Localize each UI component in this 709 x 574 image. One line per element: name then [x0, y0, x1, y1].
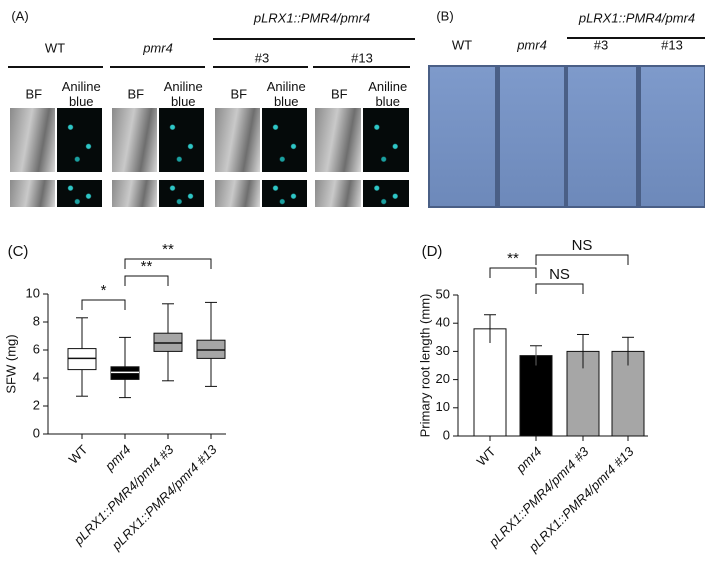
bf-image — [315, 180, 361, 207]
y-tick-label: 20 — [436, 371, 450, 386]
bar — [519, 355, 553, 437]
y-tick-label: 30 — [436, 343, 450, 358]
genotype-label: WT — [44, 40, 66, 56]
construct-label: pLRX1::PMR4/pmr4 — [253, 10, 371, 26]
x-tick-label: pmr4 — [512, 444, 544, 476]
channel-label: Aniline blue — [266, 79, 306, 109]
panel-label: (A) — [11, 8, 29, 24]
x-tick-label: WT — [66, 442, 91, 467]
genotype-label: WT — [451, 37, 473, 53]
y-tick-label: 10 — [26, 285, 40, 300]
genotype-label: pmr4 — [143, 40, 173, 56]
significance-bracket — [124, 275, 169, 286]
significance-label: NS — [572, 237, 593, 254]
channel-label: BF — [127, 86, 145, 102]
y-tick-label: 10 — [436, 399, 450, 414]
divider-line — [313, 66, 410, 68]
significance-bracket — [535, 283, 584, 294]
bf-image — [10, 108, 55, 172]
divider-line — [567, 37, 705, 39]
bf-image — [215, 108, 260, 172]
seedling-photo — [568, 67, 636, 206]
seedling-photo — [430, 67, 495, 206]
divider-line — [110, 66, 205, 68]
bf-image — [112, 108, 157, 172]
significance-bracket — [535, 254, 629, 265]
divider-line — [213, 38, 415, 40]
channel-label: Aniline blue — [61, 79, 101, 109]
significance-bracket — [81, 299, 126, 310]
y-tick-label: 8 — [33, 313, 40, 328]
bf-image — [10, 180, 55, 207]
aniline-image — [261, 180, 307, 207]
panel-label: (D) — [422, 243, 443, 260]
significance-label: ** — [162, 241, 174, 258]
bf-image — [112, 180, 157, 207]
seedling-photo — [641, 67, 704, 206]
line-label: #3 — [254, 50, 270, 66]
channel-label: Aniline blue — [163, 79, 203, 109]
aniline-image — [56, 180, 102, 207]
divider-line — [213, 66, 308, 68]
y-tick-label: 40 — [436, 315, 450, 330]
aniline-image — [56, 108, 102, 172]
line-label: #13 — [661, 37, 683, 53]
panel-label: (B) — [436, 8, 454, 24]
y-axis-label: Primary root length (mm) — [417, 294, 432, 438]
panel-label: (C) — [8, 243, 29, 260]
aniline-image — [158, 180, 204, 207]
significance-bracket — [489, 267, 537, 278]
significance-label: * — [101, 282, 107, 299]
y-tick-label: 0 — [33, 425, 40, 440]
y-tick-label: 0 — [443, 427, 450, 442]
construct-label: pLRX1::PMR4/pmr4 — [578, 10, 696, 26]
channel-label: Aniline blue — [368, 79, 408, 109]
bf-image — [315, 108, 361, 172]
aniline-image — [158, 108, 204, 172]
y-tick-label: 50 — [436, 286, 450, 301]
channel-label: BF — [25, 86, 43, 102]
y-tick-label: 2 — [33, 397, 40, 412]
line-label: #13 — [351, 50, 373, 66]
channel-label: BF — [330, 86, 348, 102]
aniline-image — [362, 180, 409, 207]
y-tick-label: 6 — [33, 341, 40, 356]
channel-label: BF — [230, 86, 248, 102]
seedling-photo — [500, 67, 564, 206]
line-label: #3 — [593, 37, 609, 53]
significance-label: NS — [549, 266, 570, 283]
divider-line — [8, 66, 103, 68]
x-tick-label: WT — [474, 444, 499, 469]
y-axis-label: SFW (mg) — [3, 334, 18, 393]
significance-label: ** — [141, 258, 153, 275]
aniline-image — [261, 108, 307, 172]
bar — [473, 328, 507, 437]
significance-bracket — [124, 258, 212, 269]
y-tick-label: 4 — [33, 369, 40, 384]
genotype-label: pmr4 — [517, 37, 547, 53]
x-tick-label: pmr4 — [101, 442, 133, 474]
bf-image — [215, 180, 260, 207]
significance-label: ** — [507, 250, 519, 267]
aniline-image — [362, 108, 409, 172]
